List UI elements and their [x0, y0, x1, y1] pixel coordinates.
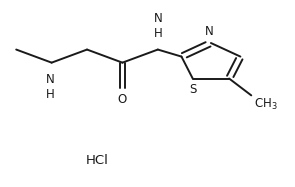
Text: O: O — [118, 93, 127, 106]
Text: N
H: N H — [46, 73, 55, 101]
Text: HCl: HCl — [86, 154, 109, 167]
Text: N
H: N H — [153, 12, 162, 40]
Text: N: N — [205, 25, 214, 38]
Text: S: S — [190, 83, 197, 96]
Text: CH$_3$: CH$_3$ — [254, 97, 278, 112]
